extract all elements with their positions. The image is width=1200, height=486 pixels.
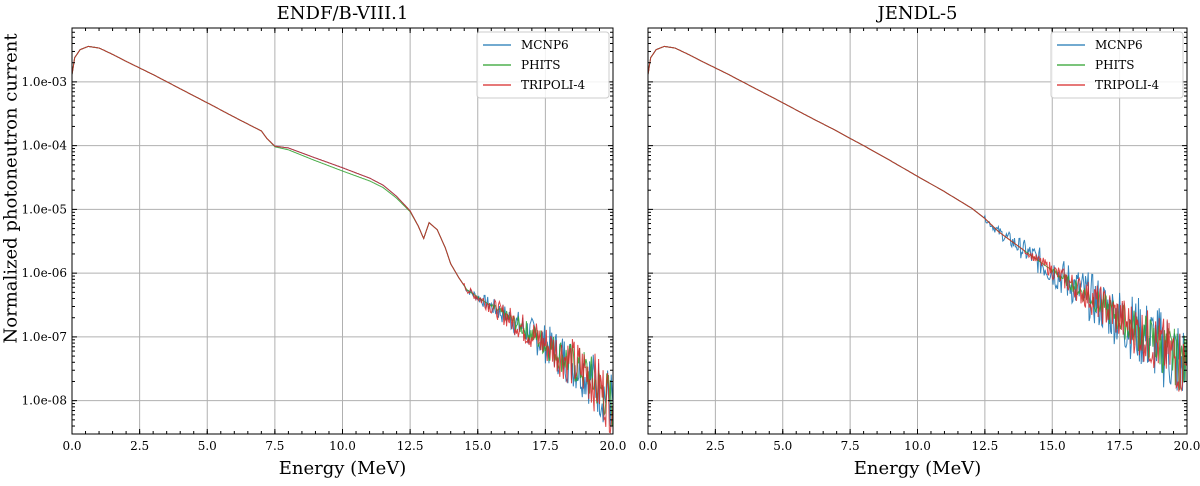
x-tick-label: 12.5 [397, 439, 424, 453]
legend-label: PHITS [521, 58, 561, 72]
chart-title: JENDL-5 [875, 3, 957, 24]
x-axis-label: Energy (MeV) [854, 458, 982, 479]
legend-box [1050, 31, 1184, 99]
x-tick-label: 10.0 [904, 439, 931, 453]
chart-title: ENDF/B-VIII.1 [277, 3, 409, 24]
legend-label: TRIPOLI-4 [521, 78, 585, 92]
y-tick-label: 1.0e-05 [21, 202, 67, 216]
chart-panel-0: ENDF/B-VIII.1 0.0 2.5 5.0 7.5 10.0 12.5 15.0 17.… [21, 3, 626, 479]
legend-box [476, 31, 610, 99]
series-line-tripoli-4 [648, 45, 1187, 392]
legend-label: TRIPOLI-4 [1095, 78, 1159, 92]
x-tick-label: 7.5 [841, 439, 860, 453]
chart-panel-1: JENDL-5 0.0 2.5 5.0 7.5 10.0 12.5 15.0 17.5 20.0 E… [638, 3, 1200, 479]
y-axis-label: Normalized photoneutron current [0, 33, 22, 344]
x-tick-label: 12.5 [972, 439, 999, 453]
x-tick-label: 2.5 [130, 439, 149, 453]
x-tick-label: 20.0 [1174, 439, 1200, 453]
legend-label: MCNP6 [1095, 38, 1143, 52]
legend: MCNP6 PHITS TRIPOLI-4 [476, 31, 610, 99]
x-tick-label: 20.0 [600, 439, 627, 453]
legend-label: PHITS [1095, 58, 1135, 72]
y-tick-label: 1.0e-06 [21, 266, 67, 280]
series-group [648, 45, 1187, 392]
x-tick-label: 5.0 [773, 439, 792, 453]
y-tick-label: 1.0e-07 [21, 330, 67, 344]
x-tick-label: 10.0 [329, 439, 356, 453]
y-tick-label: 1.0e-08 [21, 394, 67, 408]
x-tick-label: 17.5 [1106, 439, 1133, 453]
legend: MCNP6 PHITS TRIPOLI-4 [1050, 31, 1184, 99]
y-tick-label: 1.0e-04 [21, 139, 67, 153]
series-group [72, 45, 613, 434]
x-tick-label: 0.0 [638, 439, 657, 453]
x-tick-label: 15.0 [1039, 439, 1066, 453]
x-tick-label: 15.0 [464, 439, 491, 453]
x-tick-label: 2.5 [706, 439, 725, 453]
y-tick-label: 1.0e-03 [21, 75, 67, 89]
x-tick-label: 17.5 [532, 439, 559, 453]
series-line-tripoli-4 [72, 45, 613, 434]
x-axis-label: Energy (MeV) [279, 458, 407, 479]
x-tick-label: 7.5 [265, 439, 284, 453]
x-tick-label: 0.0 [62, 439, 81, 453]
x-tick-label: 5.0 [198, 439, 217, 453]
legend-label: MCNP6 [521, 38, 569, 52]
